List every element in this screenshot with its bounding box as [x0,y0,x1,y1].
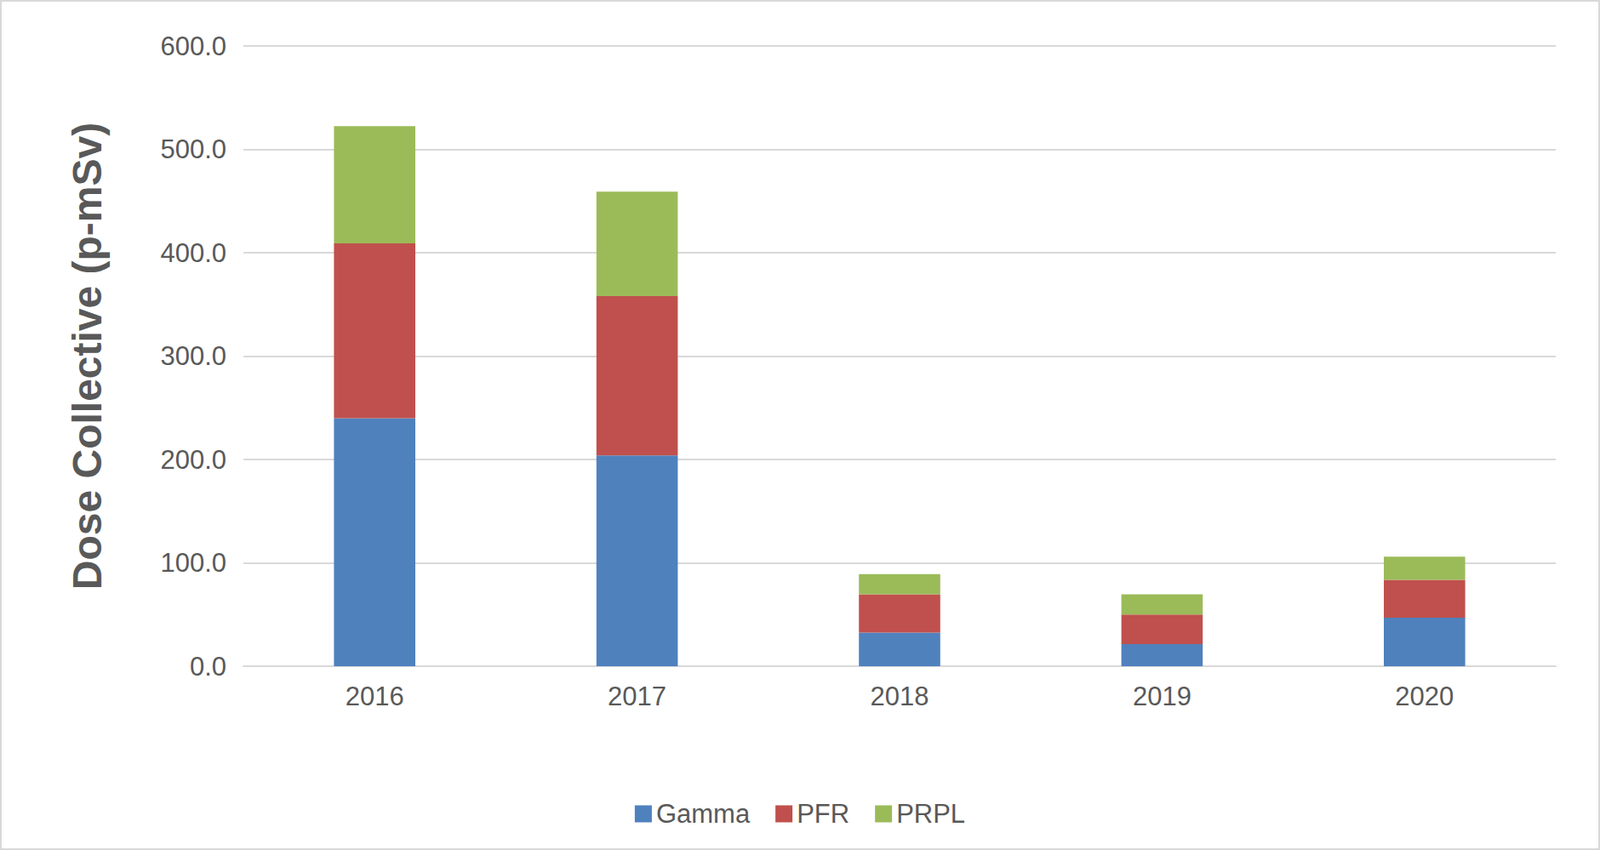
svg-text:2017: 2017 [607,681,667,712]
svg-text:100.0: 100.0 [160,548,227,578]
svg-text:2016: 2016 [345,681,405,712]
svg-text:Gamma: Gamma [656,799,751,829]
svg-text:2020: 2020 [1394,681,1454,712]
svg-text:500.0: 500.0 [160,134,227,165]
svg-text:400.0: 400.0 [160,238,227,269]
svg-text:2018: 2018 [870,681,930,712]
svg-text:PRPL: PRPL [896,799,966,829]
svg-text:0.0: 0.0 [189,651,227,682]
svg-text:200.0: 200.0 [160,445,227,475]
svg-text:PFR: PFR [796,799,850,829]
svg-text:Dose Collective (p-mSv): Dose Collective (p-mSv) [64,122,110,590]
svg-text:300.0: 300.0 [160,341,227,372]
svg-text:600.0: 600.0 [160,31,227,62]
svg-text:2019: 2019 [1132,681,1192,712]
